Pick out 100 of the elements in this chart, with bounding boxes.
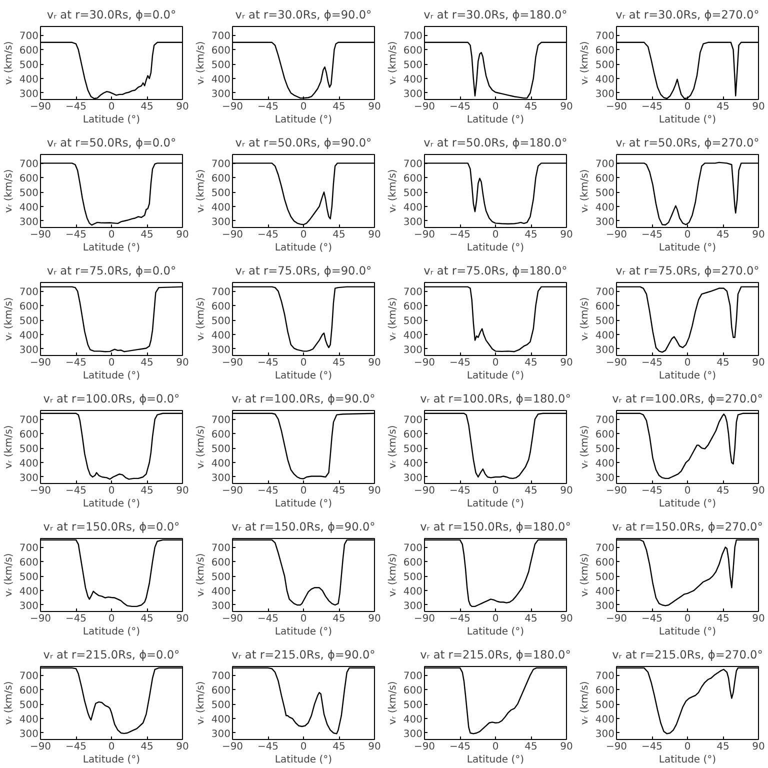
- x-tick-label: −90: [414, 358, 436, 368]
- x-tick-label: 45: [524, 614, 538, 624]
- x-tick-label: 90: [752, 614, 765, 624]
- y-tick-label: 500: [211, 316, 231, 328]
- y-tick-label: 300: [211, 216, 231, 228]
- y-tick-label: 300: [19, 600, 39, 612]
- x-tick-label: −45: [65, 358, 87, 368]
- y-tick-label: 400: [19, 202, 39, 214]
- y-tick-label: 300: [403, 88, 423, 100]
- y-tick-label: 400: [211, 458, 231, 470]
- chart-title: vᵣ at r=75.0Rs, ϕ=0.0°: [46, 264, 176, 278]
- x-tick-label: −90: [414, 614, 436, 624]
- chart-title: vᵣ at r=30.0Rs, ϕ=0.0°: [46, 8, 176, 22]
- y-tick-label: 700: [403, 543, 423, 554]
- y-tick-label: 600: [595, 302, 615, 313]
- y-tick-label: 400: [19, 714, 39, 726]
- x-tick-label: −90: [606, 486, 628, 496]
- x-axis-title: Latitude (°): [274, 498, 332, 510]
- y-axis-title: vᵣ (km/s): [387, 425, 398, 469]
- y-tick-label: 500: [595, 188, 615, 200]
- x-tick-label: −90: [30, 102, 52, 112]
- y-tick-label: 300: [595, 344, 615, 356]
- y-tick-label: 400: [595, 74, 615, 86]
- y-tick-label: 700: [595, 287, 615, 298]
- y-tick-label: 600: [211, 430, 231, 441]
- chart-title: vᵣ at r=150.0Rs, ϕ=270.0°: [612, 520, 763, 534]
- x-tick-label: −90: [606, 230, 628, 240]
- y-tick-label: 500: [211, 572, 231, 584]
- y-tick-label: 300: [19, 88, 39, 100]
- x-tick-label: 0: [108, 102, 115, 112]
- y-tick-label: 300: [211, 344, 231, 356]
- x-tick-label: 0: [300, 102, 307, 112]
- y-tick-label: 500: [19, 700, 39, 712]
- y-tick-label: 400: [403, 330, 423, 342]
- x-tick-label: 0: [684, 230, 691, 240]
- x-axis-title: Latitude (°): [466, 498, 524, 510]
- x-axis-title: Latitude (°): [82, 626, 140, 638]
- y-axis-title: vᵣ (km/s): [3, 425, 14, 469]
- x-tick-label: 45: [524, 742, 538, 752]
- y-tick-label: 500: [19, 572, 39, 584]
- y-tick-label: 600: [595, 686, 615, 697]
- x-tick-label: 0: [492, 742, 499, 752]
- y-tick-label: 500: [211, 700, 231, 712]
- x-tick-label: −45: [257, 742, 279, 752]
- y-axis-title: vᵣ (km/s): [579, 297, 590, 341]
- x-axis-title: Latitude (°): [466, 370, 524, 382]
- x-tick-label: −90: [222, 742, 244, 752]
- x-tick-label: 90: [368, 230, 381, 240]
- x-tick-label: 90: [752, 486, 765, 496]
- y-tick-label: 400: [403, 74, 423, 86]
- x-tick-label: 45: [716, 102, 730, 112]
- x-tick-label: 90: [752, 102, 765, 112]
- x-tick-label: −90: [30, 230, 52, 240]
- y-tick-label: 700: [403, 671, 423, 682]
- x-tick-label: 0: [684, 614, 691, 624]
- y-tick-label: 700: [19, 543, 39, 554]
- x-tick-label: 0: [108, 486, 115, 496]
- x-tick-label: −45: [257, 486, 279, 496]
- y-tick-label: 600: [211, 302, 231, 313]
- y-tick-label: 400: [595, 202, 615, 214]
- x-tick-label: 0: [300, 742, 307, 752]
- y-tick-label: 500: [595, 444, 615, 456]
- x-tick-label: 45: [332, 614, 346, 624]
- y-axis-title: vᵣ (km/s): [195, 681, 206, 725]
- x-axis-title: Latitude (°): [82, 242, 140, 254]
- chart-title: vᵣ at r=215.0Rs, ϕ=180.0°: [420, 648, 571, 662]
- x-axis-title: Latitude (°): [82, 754, 140, 766]
- y-tick-label: 700: [595, 671, 615, 682]
- y-tick-label: 300: [595, 600, 615, 612]
- x-tick-label: −45: [641, 358, 663, 368]
- chart-title: vᵣ at r=215.0Rs, ϕ=0.0°: [43, 648, 180, 662]
- x-tick-label: −45: [449, 102, 471, 112]
- y-axis-title: vᵣ (km/s): [579, 41, 590, 85]
- x-tick-label: 90: [368, 102, 381, 112]
- x-tick-label: 0: [300, 358, 307, 368]
- y-axis-title: vᵣ (km/s): [195, 425, 206, 469]
- x-tick-label: −45: [449, 742, 471, 752]
- y-tick-label: 700: [19, 415, 39, 426]
- y-axis-title: vᵣ (km/s): [195, 553, 206, 597]
- y-tick-label: 600: [595, 174, 615, 185]
- x-tick-label: −90: [606, 742, 628, 752]
- x-tick-label: 0: [108, 614, 115, 624]
- x-axis-title: Latitude (°): [274, 242, 332, 254]
- x-tick-label: −90: [222, 102, 244, 112]
- y-tick-label: 400: [595, 586, 615, 598]
- y-tick-label: 700: [595, 415, 615, 426]
- y-axis-title: vᵣ (km/s): [579, 681, 590, 725]
- x-tick-label: 90: [176, 102, 189, 112]
- x-axis-title: Latitude (°): [274, 370, 332, 382]
- x-axis-title: Latitude (°): [466, 754, 524, 766]
- y-tick-label: 700: [403, 415, 423, 426]
- x-axis-title: Latitude (°): [274, 114, 332, 126]
- y-tick-label: 700: [403, 287, 423, 298]
- x-tick-label: 45: [332, 358, 346, 368]
- y-tick-label: 600: [595, 558, 615, 569]
- x-tick-label: 90: [752, 230, 765, 240]
- x-tick-label: 45: [524, 102, 538, 112]
- x-tick-label: −90: [222, 486, 244, 496]
- x-tick-label: −90: [606, 102, 628, 112]
- y-tick-label: 400: [595, 330, 615, 342]
